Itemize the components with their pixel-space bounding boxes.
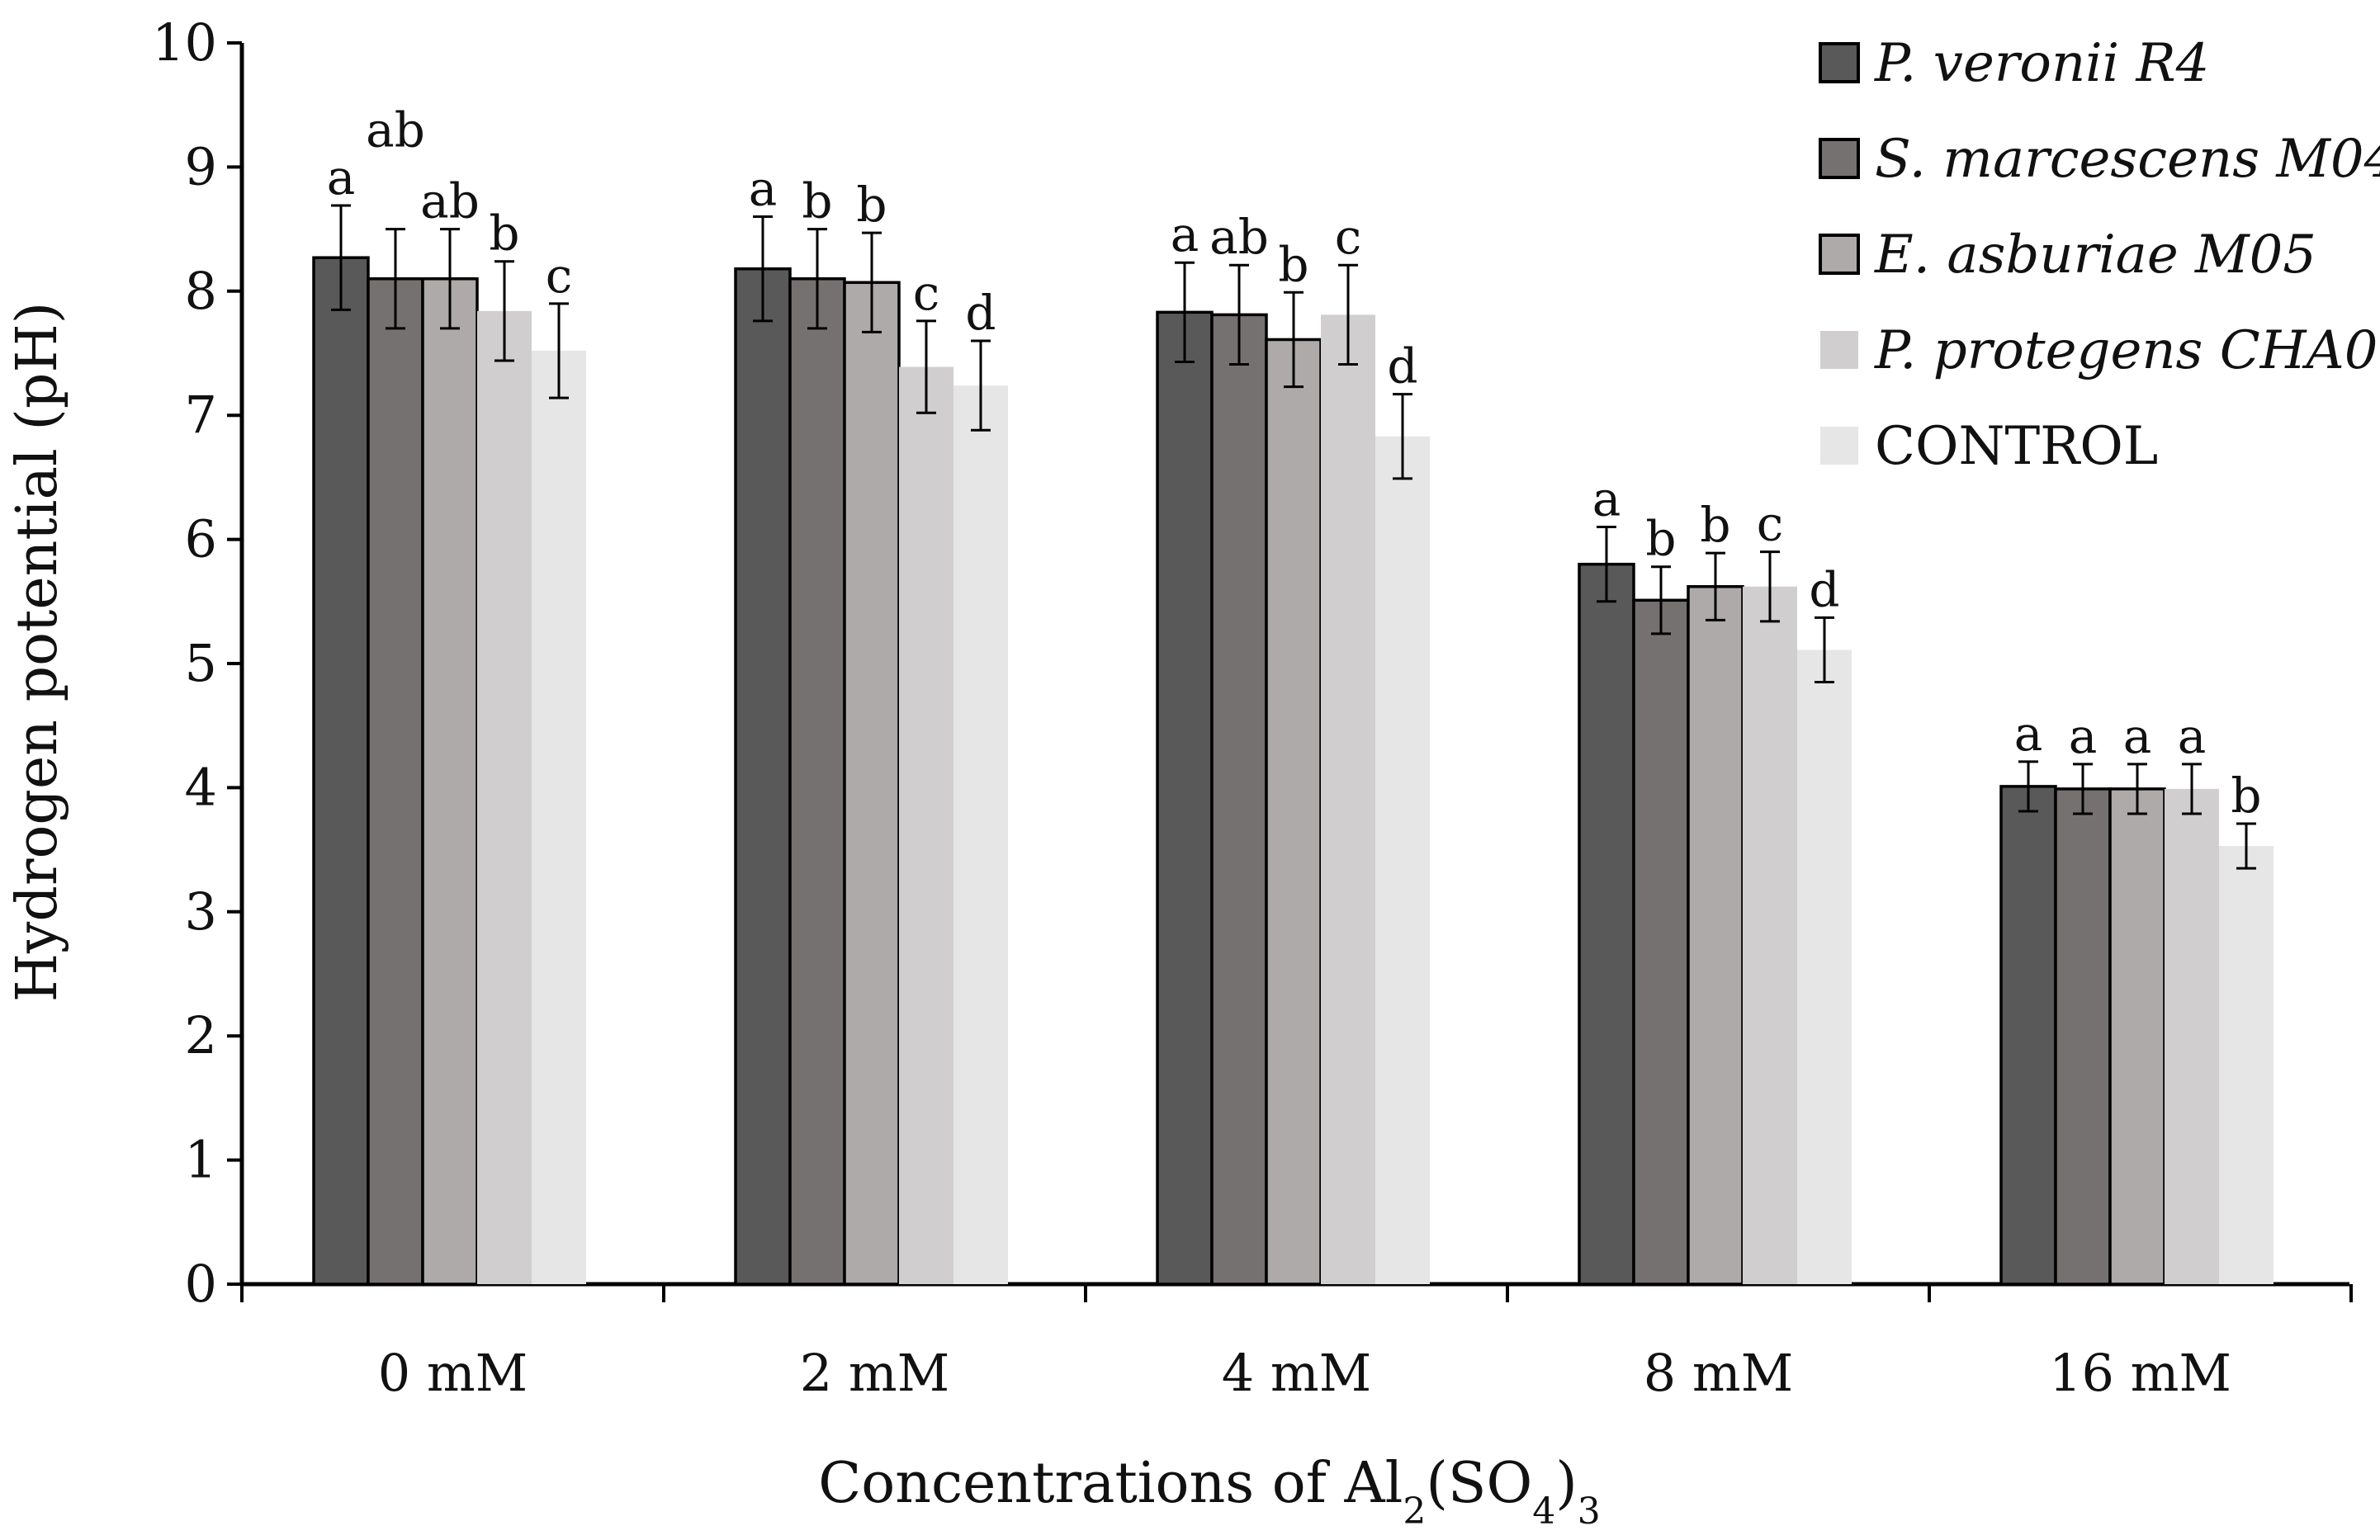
- bar: [2165, 788, 2219, 1284]
- y-tick-label: 5: [185, 633, 217, 693]
- bar: [2108, 787, 2166, 1286]
- legend: P. veronii R4 S. marcescens M04 E. asburia…: [1819, 33, 2380, 477]
- y-tick-label: 6: [185, 509, 217, 569]
- bar: [1321, 314, 1375, 1285]
- bar: [1632, 598, 1690, 1286]
- x-tick-label: 4 mM: [1222, 1343, 1371, 1403]
- y-tick-label: 4: [185, 757, 217, 817]
- bar: [1210, 313, 1268, 1286]
- bar: [2054, 787, 2112, 1286]
- significance-letter: b: [1645, 511, 1676, 567]
- bar: [421, 277, 479, 1286]
- y-tick-label: 3: [185, 881, 217, 942]
- significance-letter: ab: [420, 173, 480, 229]
- bar: [532, 350, 586, 1285]
- significance-letter: d: [1387, 338, 1417, 394]
- bar: [1999, 785, 2057, 1286]
- bar: [843, 281, 901, 1286]
- y-tick-label: 9: [185, 136, 217, 196]
- y-tick-label: 1: [185, 1130, 217, 1190]
- significance-letter: b: [802, 173, 832, 229]
- y-tick-label: 0: [185, 1254, 217, 1314]
- x-tick-label: 16 mM: [2049, 1343, 2231, 1403]
- bar: [899, 366, 953, 1285]
- significance-letter: a: [2069, 708, 2098, 764]
- y-axis-title: Hydrogen potential (pH): [5, 302, 70, 1003]
- significance-letter: c: [913, 265, 939, 321]
- significance-letter: d: [1809, 561, 1839, 617]
- legend-swatch: [1819, 138, 1860, 179]
- bar: [1375, 436, 1430, 1284]
- bar: [953, 385, 1008, 1284]
- significance-letter: a: [327, 149, 356, 205]
- x-axis-title: Concentrations of Al2(SO4)3: [818, 1451, 1601, 1533]
- legend-swatch: [1819, 42, 1860, 83]
- x-tick-label: 8 mM: [1644, 1343, 1793, 1403]
- bar: [788, 277, 846, 1286]
- significance-letter: c: [1335, 209, 1361, 265]
- significance-letter: b: [1700, 497, 1730, 553]
- significance-letter: a: [1171, 206, 1199, 262]
- legend-label: CONTROL: [1875, 416, 2158, 477]
- significance-letter: c: [1757, 496, 1783, 552]
- y-tick-label: 2: [185, 1005, 217, 1065]
- significance-letter: d: [965, 285, 996, 341]
- legend-label: E. asburiae M05: [1874, 224, 2316, 286]
- bar: [1578, 562, 1635, 1286]
- legend-swatch: [1820, 331, 1858, 369]
- axes-layer: 0 1 2 3 4 5 6 7 8 9 10 0 mM 2 mM 4 mM 8 mM 16 mM: [152, 12, 2353, 1403]
- significance-letter: a: [2014, 706, 2043, 762]
- bar: [1265, 338, 1322, 1286]
- significance-letter: b: [489, 205, 519, 262]
- y-tick-label: 8: [185, 261, 217, 321]
- legend-swatch: [1820, 427, 1858, 465]
- bar: [477, 310, 532, 1284]
- bar: [2219, 846, 2274, 1284]
- y-tick-label: 7: [185, 385, 217, 445]
- bar: [1743, 586, 1797, 1284]
- bar: [1797, 650, 1852, 1284]
- bar: [1156, 310, 1214, 1286]
- legend-swatch: [1819, 234, 1860, 275]
- bar: [312, 256, 370, 1286]
- bar: [1687, 585, 1744, 1286]
- legend-label: P. veronii R4: [1874, 33, 2209, 94]
- legend-label: S. marcescens M04: [1875, 129, 2380, 190]
- significance-letter: ab: [366, 102, 425, 158]
- significance-letter: b: [2231, 768, 2261, 824]
- x-tick-label: 2 mM: [800, 1343, 949, 1403]
- bars-layer: [312, 256, 2274, 1286]
- y-tick-label: 10: [152, 12, 217, 73]
- bar: [734, 267, 792, 1286]
- x-tick-label: 0 mM: [378, 1343, 528, 1403]
- significance-letter: b: [1278, 236, 1308, 292]
- significance-letter: ab: [1209, 209, 1269, 265]
- error-bars-layer: [331, 204, 2256, 870]
- significance-letter: a: [2123, 708, 2152, 764]
- significance-letter: a: [2178, 708, 2207, 764]
- significance-letter: a: [749, 161, 778, 217]
- legend-label: P. protegens CHA0: [1874, 320, 2378, 381]
- significance-letter: b: [856, 177, 887, 233]
- significance-letter: a: [1592, 471, 1621, 527]
- bar: [367, 277, 424, 1286]
- significance-letter: c: [546, 248, 572, 304]
